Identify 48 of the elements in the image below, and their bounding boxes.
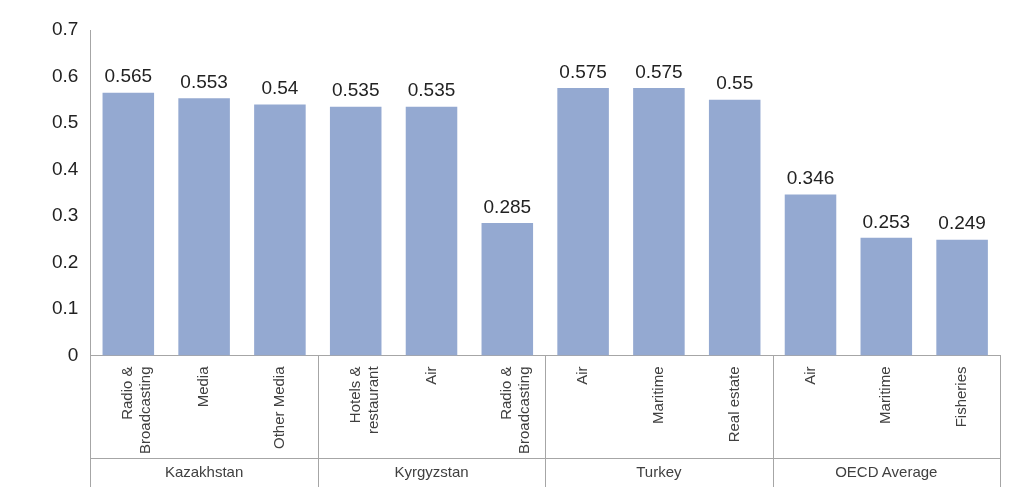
text: Turkey <box>636 463 683 481</box>
text: OECD Average <box>835 463 938 481</box>
text: Kyrgyzstan <box>394 463 469 481</box>
bar <box>633 88 685 356</box>
y-tick-label: 0.5 <box>51 111 79 133</box>
bar <box>557 88 609 356</box>
bar <box>481 222 534 356</box>
bar <box>708 99 761 356</box>
bar <box>784 194 837 356</box>
data-label: 0.285 <box>483 195 532 217</box>
data-label: 0.249 <box>938 212 986 234</box>
x-tick-label: Maritime <box>876 366 894 424</box>
data-label: 0.253 <box>862 210 911 232</box>
data-label: 0.575 <box>559 60 607 82</box>
x-tick-label: Fisheries <box>952 366 970 428</box>
data-label: 0.54 <box>261 77 299 99</box>
data-label: 0.553 <box>180 71 228 93</box>
data-label: 0.55 <box>716 72 754 94</box>
data-label: 0.535 <box>407 79 456 101</box>
bar <box>102 92 155 356</box>
x-tick-label: Air <box>800 366 818 385</box>
bar <box>254 104 306 356</box>
x-tick-label: Other Media <box>270 365 288 449</box>
x-tick-label: Radio & Broadcasting <box>118 366 154 455</box>
bar <box>860 237 913 356</box>
data-label: 0.346 <box>786 167 835 189</box>
y-tick-label: 0.3 <box>51 204 79 226</box>
data-label: 0.535 <box>331 79 380 101</box>
x-tick-label: Air <box>421 366 439 385</box>
y-tick-label: 0.2 <box>51 250 79 272</box>
bar <box>329 106 382 356</box>
y-tick-label: 0.1 <box>51 297 79 319</box>
x-tick-label: Air <box>573 366 591 385</box>
y-tick-label: 0.4 <box>51 157 79 179</box>
bar <box>405 106 458 356</box>
data-label: 0.565 <box>104 65 153 87</box>
x-tick-label: Real estate <box>724 366 742 443</box>
x-tick-label: Radio & Broadcasting <box>497 366 533 455</box>
x-tick-label: Hotels & restaurant <box>345 365 381 434</box>
text: Kazakhstan <box>164 463 244 481</box>
data-label: 0.575 <box>635 60 683 82</box>
bar <box>178 98 230 356</box>
y-tick-label: 0.6 <box>51 64 79 86</box>
y-tick-label: 0.7 <box>51 18 79 40</box>
x-tick-label: Maritime <box>649 366 667 424</box>
x-tick-label: Media <box>194 365 212 408</box>
bar <box>936 239 988 356</box>
y-tick-label: 0 <box>67 343 79 365</box>
